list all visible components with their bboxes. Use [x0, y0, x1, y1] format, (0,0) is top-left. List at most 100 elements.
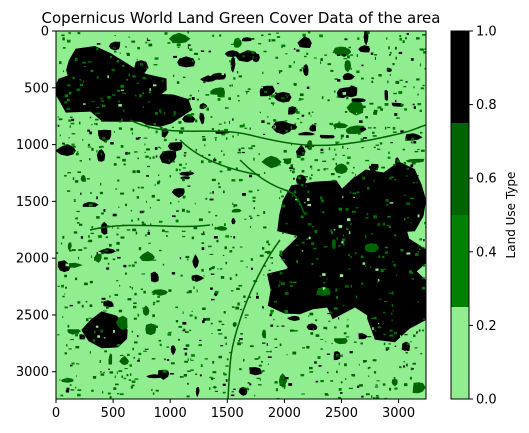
cover-pixel — [73, 200, 76, 202]
cover-pixel — [131, 384, 135, 387]
cover-pixel — [147, 165, 150, 168]
cover-pixel — [379, 142, 383, 145]
cover-pixel — [187, 114, 191, 117]
cover-pixel — [70, 122, 75, 125]
cover-pixel — [383, 312, 386, 314]
cover-pixel — [407, 287, 412, 290]
cover-pixel — [338, 225, 343, 228]
cover-pixel — [392, 167, 396, 169]
cover-pixel — [244, 314, 249, 316]
cover-pixel — [295, 198, 299, 201]
cover-pixel — [348, 387, 353, 389]
cover-pixel — [209, 267, 212, 271]
cover-pixel — [205, 94, 210, 96]
cover-pixel — [378, 74, 382, 77]
cover-pixel — [237, 151, 241, 154]
cover-pixel — [237, 133, 239, 136]
cover-pixel — [412, 297, 415, 299]
cover-pixel — [138, 358, 140, 360]
cover-pixel — [137, 137, 141, 139]
cover-pixel — [371, 80, 374, 83]
cover-pixel — [149, 345, 151, 347]
cover-pixel — [212, 266, 215, 269]
cover-pixel — [322, 273, 326, 276]
cover-pixel — [118, 309, 123, 313]
cover-pixel — [372, 359, 377, 362]
cover-pixel — [100, 97, 103, 100]
cover-pixel — [219, 268, 223, 270]
cover-pixel — [172, 126, 174, 128]
cover-pixel — [58, 118, 63, 121]
y-tick-label: 1000 — [16, 138, 49, 153]
cover-pixel — [214, 53, 217, 57]
cover-pixel — [268, 39, 271, 42]
cover-pixel — [140, 288, 143, 290]
cover-patch — [224, 50, 240, 57]
cover-pixel — [258, 364, 262, 367]
cover-pixel — [346, 162, 350, 165]
cover-pixel — [217, 182, 220, 185]
cover-pixel — [64, 274, 67, 278]
cover-patch — [319, 134, 335, 139]
cover-pixel — [180, 127, 185, 130]
cover-pixel — [110, 142, 114, 145]
cover-pixel — [279, 281, 281, 284]
cover-pixel — [100, 152, 103, 156]
cover-patch — [405, 133, 423, 141]
cover-patch — [159, 150, 177, 165]
cover-patch — [127, 82, 143, 92]
cover-pixel — [132, 347, 134, 351]
cover-pixel — [330, 380, 334, 382]
cover-pixel — [142, 106, 144, 108]
cover-pixel — [104, 300, 107, 302]
cover-pixel — [417, 175, 419, 177]
cover-pixel — [292, 281, 297, 284]
cover-pixel — [83, 103, 86, 105]
cover-patch — [391, 102, 403, 107]
cover-pixel — [323, 168, 326, 171]
cover-pixel — [88, 235, 90, 238]
cover-pixel — [229, 351, 231, 354]
cover-pixel — [71, 362, 75, 365]
cover-pixel — [182, 329, 186, 332]
cover-pixel — [129, 364, 132, 367]
cover-pixel — [294, 189, 296, 192]
cover-pixel — [99, 191, 103, 195]
cover-pixel — [89, 116, 92, 119]
cover-pixel — [80, 199, 83, 201]
cover-pixel — [212, 191, 214, 194]
cover-patch — [344, 59, 352, 73]
colorbar-label: Land Use Type — [504, 172, 518, 259]
cover-pixel — [385, 199, 389, 202]
cover-pixel — [304, 145, 309, 148]
cover-pixel — [262, 306, 264, 309]
cover-pixel — [281, 195, 284, 198]
cover-pixel — [111, 68, 115, 72]
cover-pixel — [285, 94, 287, 96]
cover-pixel — [66, 107, 71, 110]
cover-pixel — [263, 211, 266, 214]
cover-pixel — [290, 164, 293, 168]
cover-pixel — [311, 226, 315, 228]
cover-pixel — [311, 168, 313, 170]
cover-pixel — [100, 182, 102, 186]
cover-pixel — [266, 343, 268, 346]
cover-pixel — [98, 146, 102, 149]
cover-pixel — [384, 268, 386, 270]
cover-pixel — [275, 388, 278, 392]
cover-pixel — [214, 390, 218, 392]
cover-pixel — [202, 320, 205, 324]
cover-pixel — [229, 84, 231, 87]
cover-pixel — [143, 350, 147, 352]
cover-pixel — [73, 199, 76, 201]
cover-pixel — [120, 145, 124, 148]
cover-pixel — [251, 50, 255, 54]
cover-patch — [249, 367, 262, 376]
cover-pixel — [107, 95, 111, 98]
cover-pixel — [301, 393, 305, 395]
cover-pixel — [365, 116, 368, 119]
cover-pixel — [164, 32, 168, 35]
cover-pixel — [98, 235, 102, 238]
cover-pixel — [263, 90, 268, 93]
cover-pixel — [367, 336, 372, 338]
